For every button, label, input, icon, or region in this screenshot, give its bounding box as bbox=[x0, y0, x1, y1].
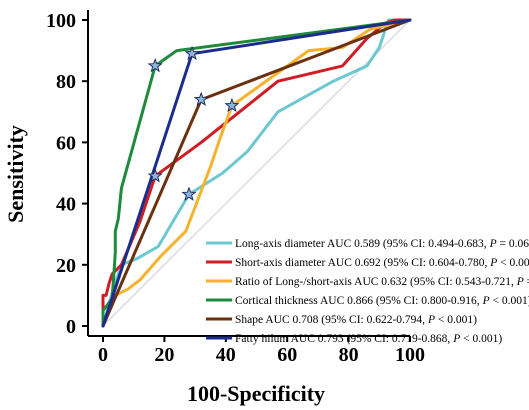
x-tick-label: 20 bbox=[154, 344, 174, 366]
y-tick-label: 0 bbox=[66, 316, 76, 338]
legend-entry-1: Long-axis diameter AUC 0.589 (95% CI: 0.… bbox=[235, 238, 529, 250]
y-axis-title: Sensitivity bbox=[3, 125, 28, 223]
x-axis-title: 100-Specificity bbox=[187, 381, 325, 406]
y-tick-label: 40 bbox=[56, 194, 76, 216]
legend: Long-axis diameter AUC 0.589 (95% CI: 0.… bbox=[206, 238, 529, 345]
axes: 0 20 40 60 80 100 0 20 40 60 80 100 bbox=[46, 10, 425, 366]
y-tick-label: 60 bbox=[56, 132, 76, 154]
cutoff-star-marker-4 bbox=[147, 57, 163, 73]
legend-entry-4: Cortical thickness AUC 0.866 (95% CI: 0.… bbox=[235, 295, 529, 307]
x-tick-label: 100 bbox=[395, 344, 425, 366]
cutoff-star-marker-1 bbox=[181, 186, 197, 201]
series-line-4 bbox=[101, 18, 412, 328]
cutoff-star-marker-6 bbox=[184, 45, 200, 61]
legend-entry-2: Short-axis diameter AUC 0.692 (95% CI: 0… bbox=[235, 257, 529, 269]
x-tick-label: 0 bbox=[98, 344, 108, 366]
cutoff-star-marker-3 bbox=[224, 97, 240, 113]
legend-entry-3: Ratio of Long-/short-axis AUC 0.632 (95%… bbox=[235, 276, 529, 288]
legend-entry-5: Shape AUC 0.708 (95% CI: 0.622-0.794, P … bbox=[235, 314, 477, 326]
cutoff-star-marker-2 bbox=[147, 168, 163, 183]
x-tick-label: 80 bbox=[339, 344, 359, 366]
y-tick-label: 80 bbox=[56, 71, 76, 93]
x-tick-label: 40 bbox=[216, 344, 236, 366]
plot-area bbox=[101, 18, 412, 328]
series-line-3 bbox=[101, 18, 412, 328]
y-tick-label: 100 bbox=[46, 10, 76, 32]
y-tick-label: 20 bbox=[56, 255, 76, 277]
legend-entry-6: Fatty hilum AUC 0.793 (95% CI: 0.719-0.8… bbox=[235, 333, 502, 345]
x-tick-label: 60 bbox=[277, 344, 297, 366]
cutoff-star-marker-5 bbox=[193, 91, 209, 106]
